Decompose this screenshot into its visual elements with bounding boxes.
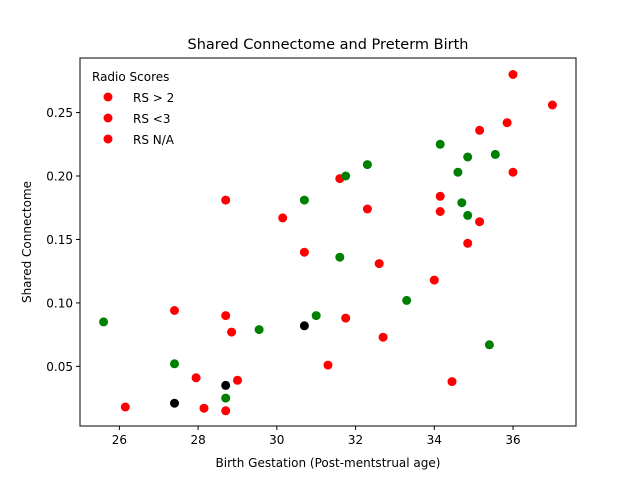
data-point (170, 398, 179, 408)
data-point (221, 380, 231, 390)
data-point (362, 160, 372, 170)
data-point (299, 321, 309, 331)
data-point (362, 204, 372, 214)
data-point (435, 191, 445, 201)
data-point (402, 295, 412, 305)
data-point (490, 149, 500, 159)
data-point (547, 100, 557, 110)
data-point (341, 171, 351, 181)
data-point (323, 360, 333, 370)
y-axis-label: Shared Connectome (20, 181, 34, 303)
data-point (435, 139, 445, 149)
plot-frame (79, 57, 577, 427)
legend-label-2: RS N/A (133, 133, 175, 147)
data-point (457, 198, 467, 208)
data-point (335, 252, 345, 262)
data-point (502, 118, 512, 128)
data-point (463, 238, 473, 248)
x-axis-label: Birth Gestation (Post-mentstrual age) (216, 456, 441, 470)
data-point (475, 125, 485, 135)
data-point (341, 313, 351, 323)
legend-label-1: RS <3 (133, 112, 170, 126)
x-tick-label: 30 (269, 433, 284, 447)
data-points (99, 70, 557, 416)
legend-entry-2: RS N/A (103, 133, 175, 147)
data-point (508, 167, 518, 177)
data-point (233, 375, 242, 385)
data-point (120, 402, 130, 412)
data-point (170, 306, 179, 315)
data-point (221, 195, 231, 205)
data-point (453, 167, 463, 177)
data-point (484, 340, 494, 350)
data-point (170, 359, 179, 369)
data-point (435, 207, 445, 216)
data-point (374, 259, 384, 269)
data-point (378, 332, 388, 342)
legend: Radio Scores RS > 2 RS <3 RS N/A (92, 70, 175, 147)
y-tick-label: 0.15 (46, 233, 73, 247)
x-tick-label: 26 (112, 433, 127, 447)
data-point (221, 311, 231, 321)
y-tick-label: 0.05 (46, 360, 73, 374)
legend-marker-2 (103, 134, 113, 144)
axis-ticks: 26 28 30 32 34 36 0.05 0.10 0.15 0.20 0.25 (46, 106, 520, 447)
legend-label-0: RS > 2 (133, 91, 174, 105)
x-tick-label: 32 (348, 433, 363, 447)
data-point (299, 247, 309, 257)
legend-marker-1 (103, 113, 113, 123)
y-tick-label: 0.25 (46, 106, 73, 120)
legend-marker-0 (103, 92, 113, 102)
data-point (221, 406, 231, 416)
data-point (199, 403, 209, 413)
data-point (311, 311, 321, 321)
y-tick-label: 0.10 (46, 296, 73, 310)
legend-entry-0: RS > 2 (103, 91, 174, 105)
data-point (429, 275, 439, 285)
data-point (463, 152, 473, 162)
data-point (463, 210, 473, 220)
data-point (508, 70, 518, 79)
data-point (99, 317, 109, 327)
data-point (254, 325, 264, 335)
data-point (447, 377, 457, 387)
x-tick-label: 28 (190, 433, 205, 447)
data-point (475, 217, 485, 227)
chart-title: Shared Connectome and Preterm Birth (188, 37, 469, 53)
x-tick-label: 34 (427, 433, 442, 447)
data-point (278, 213, 288, 223)
y-tick-label: 0.20 (46, 170, 73, 184)
data-point (221, 393, 231, 403)
data-point (191, 373, 201, 383)
x-tick-label: 36 (505, 433, 520, 447)
data-point (299, 195, 309, 205)
data-point (227, 327, 237, 337)
legend-title: Radio Scores (92, 70, 169, 84)
legend-entry-1: RS <3 (103, 112, 170, 126)
